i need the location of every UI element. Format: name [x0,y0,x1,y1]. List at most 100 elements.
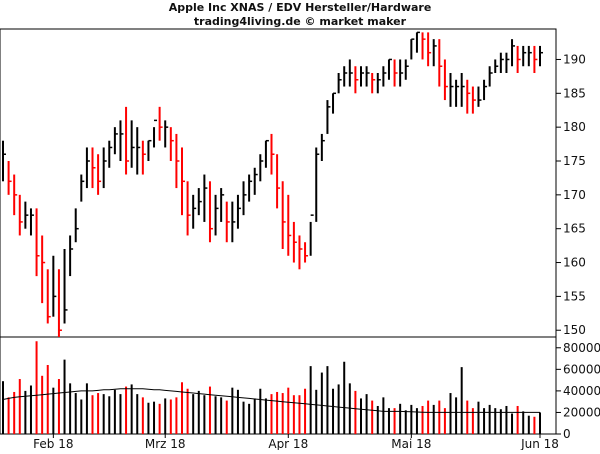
price-bar [264,139,269,168]
month-tick-label: Feb 18 [33,437,73,450]
price-bar [74,208,79,243]
price-bar [309,214,314,256]
price-bar [259,154,264,182]
price-tick-label: 180 [563,120,586,134]
price-bar [371,73,376,94]
price-bar [421,32,426,60]
price-bar [292,221,297,263]
price-bar [360,66,364,87]
price-bar [539,45,543,67]
price-bar [2,140,6,182]
price-bar [455,79,460,107]
price-bar [516,45,521,73]
month-tick-label: Apr 18 [268,437,308,450]
price-bar [108,140,113,168]
price-bar [298,235,303,270]
price-bar [315,147,320,222]
price-bar [533,45,538,73]
volume-tick-label: 20000 [563,405,600,419]
price-bar [415,31,420,53]
price-tick-label: 190 [563,52,586,66]
price-bar [460,73,465,107]
price-bar [382,66,387,87]
price-bar [270,133,275,175]
price-bar [46,269,51,324]
month-tick-label: Mrz 18 [145,437,186,450]
price-bar [164,120,169,148]
price-bar [57,269,62,337]
price-bars-group [2,31,543,337]
price-bar [522,45,527,67]
price-bar [153,119,158,148]
price-bar [158,106,163,141]
price-bar [147,139,152,161]
price-bar [41,235,46,304]
volume-average-line [2,388,540,413]
price-bar [136,127,141,175]
price-bar [449,73,454,107]
price-bar [376,73,381,94]
volume-bars-group [2,341,541,434]
price-bar [365,66,370,87]
price-bar [477,86,482,107]
price-bar [387,58,392,80]
price-bar [7,161,12,195]
volume-tick-label: 80000 [563,341,600,355]
price-bar [427,32,432,67]
price-bar [505,52,510,73]
price-bar [320,133,325,161]
price-bar [527,45,532,67]
price-bar [208,181,213,243]
price-bar [410,38,415,60]
price-tick-label: 165 [563,222,586,236]
price-bar [130,120,135,168]
price-bar [203,174,208,222]
price-bar [18,194,23,236]
price-bar [399,59,404,87]
volume-tick-label: 40000 [563,384,600,398]
price-bar [225,201,230,243]
price-bar [354,66,359,94]
price-bar [432,39,437,67]
price-bar [220,188,225,222]
volume-tick-label: 60000 [563,362,600,376]
price-bar [242,181,247,216]
month-tick-label: Mai 18 [391,437,431,450]
price-bar [24,201,29,229]
price-bar [85,147,90,189]
chart-title: Apple Inc XNAS / EDV Hersteller/Hardware [169,1,432,14]
price-bar [52,255,57,317]
price-bar [125,106,130,175]
price-bar [488,66,493,87]
price-tick-label: 175 [563,154,586,168]
price-bar [113,127,118,155]
price-bar [511,39,516,67]
price-bar [102,147,107,189]
volume-average-group [2,388,540,413]
price-bar [186,181,191,236]
price-bar [192,194,197,229]
chart-subtitle: trading4living.de © market maker [194,15,407,28]
price-bar [236,194,241,229]
price-tick-label: 160 [563,256,586,270]
price-bar [248,174,253,202]
price-bar [119,120,124,161]
price-bar [337,73,342,94]
price-bar [287,194,292,256]
price-bar [169,127,174,161]
price-bar [304,242,309,263]
price-bar [393,59,398,87]
price-bar [483,79,488,101]
price-tick-label: 185 [563,86,586,100]
price-bar [494,59,499,73]
price-bar [438,39,443,87]
price-bar [197,188,202,216]
price-bar [326,100,331,134]
price-bar [80,174,85,202]
month-tick-label: Jun 18 [520,437,559,450]
price-bar [35,208,40,277]
